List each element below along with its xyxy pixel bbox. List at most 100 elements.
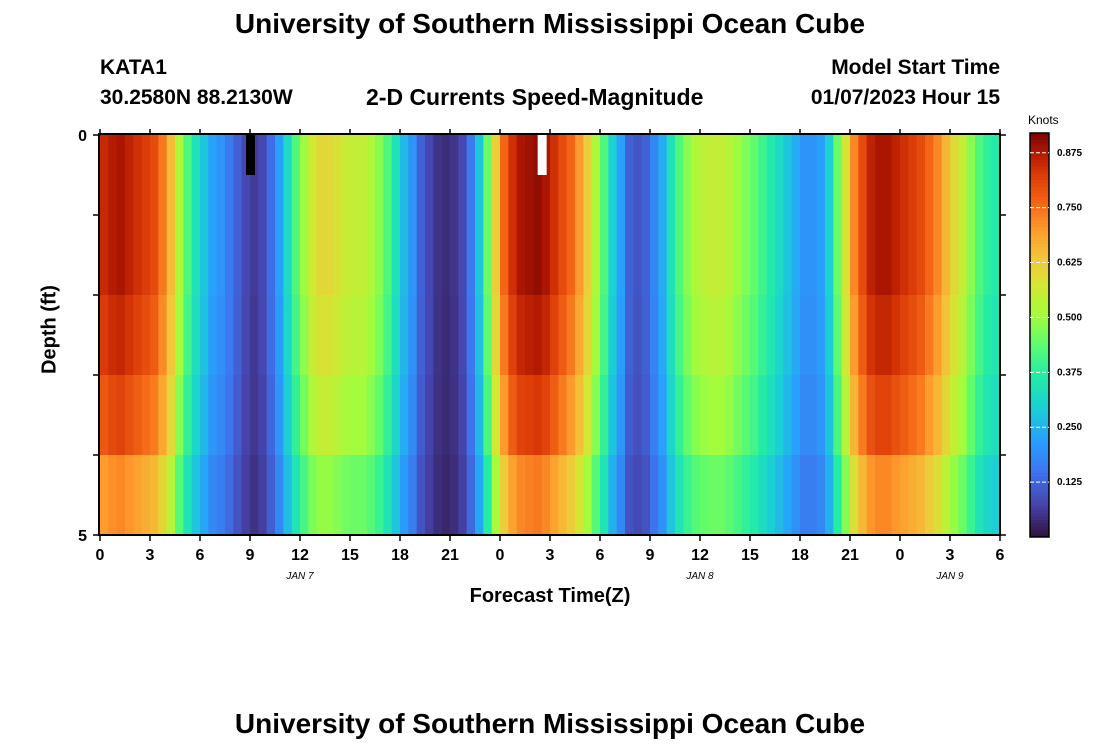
x-tick-label: 12: [291, 547, 309, 564]
colorbar-segment: [1030, 328, 1049, 333]
heatmap-cell: [741, 135, 751, 216]
heatmap-cell: [333, 455, 343, 536]
colorbar-segment: [1030, 456, 1049, 461]
colorbar-segment: [1030, 412, 1049, 417]
colorbar-segment: [1030, 250, 1049, 255]
heatmap-cell: [175, 215, 184, 296]
heatmap-cell: [966, 455, 976, 536]
y-tick-label: 0: [78, 128, 87, 145]
colorbar-segment: [1030, 186, 1049, 191]
heatmap-cell: [575, 375, 584, 456]
x-tick-label: 6: [596, 547, 605, 564]
heatmap-cell: [125, 295, 134, 376]
heatmap-cell: [458, 295, 468, 376]
colorbar-segment: [1030, 513, 1049, 518]
heatmap-cell: [775, 375, 784, 456]
heatmap-cell: [316, 135, 326, 216]
heatmap-cell: [316, 375, 326, 456]
colorbar-segment: [1030, 203, 1049, 208]
heatmap-cell: [141, 455, 151, 536]
heatmap-cell: [133, 215, 143, 296]
heatmap-cell: [275, 215, 284, 296]
heatmap-cell: [675, 375, 684, 456]
heatmap-cell: [358, 135, 368, 216]
heatmap-cell: [308, 215, 318, 296]
heatmap-cell: [100, 135, 109, 216]
heatmap-cell: [641, 215, 651, 296]
heatmap-cell: [491, 455, 501, 536]
heatmap-cell: [816, 215, 826, 296]
heatmap-cell: [208, 215, 218, 296]
heatmap-cell: [841, 455, 851, 536]
heatmap-cell: [625, 375, 634, 456]
heatmap-cell: [508, 215, 518, 296]
colorbar-segment: [1030, 143, 1049, 147]
colorbar-segment: [1030, 489, 1049, 494]
heatmap-cell: [950, 455, 959, 536]
heatmap-cell: [125, 375, 134, 456]
heatmap-cell: [941, 375, 951, 456]
heatmap-cell: [450, 375, 459, 456]
heatmap-cell: [408, 135, 418, 216]
heatmap-cell: [150, 295, 159, 376]
heatmap-cell: [808, 295, 818, 376]
colorbar-segment: [1030, 240, 1049, 245]
heatmap-cell: [733, 295, 743, 376]
heatmap-cell: [991, 455, 1001, 536]
heatmap-cell: [308, 295, 318, 376]
colorbar-tick-label: 0.125: [1057, 477, 1082, 488]
heatmap-cell: [183, 375, 193, 456]
colorbar-segment: [1030, 153, 1049, 158]
colorbar-segment: [1030, 213, 1049, 218]
heatmap-cell: [416, 215, 426, 296]
heatmap-cell: [108, 135, 118, 216]
heatmap-cell: [100, 295, 109, 376]
colorbar-segment: [1030, 291, 1049, 296]
heatmap-cell: [158, 375, 168, 456]
heatmap-cell: [516, 135, 526, 216]
heatmap-cell: [400, 215, 409, 296]
heatmap-cell: [741, 375, 751, 456]
heatmap-cell: [975, 455, 984, 536]
heatmap-cell: [550, 455, 559, 536]
colorbar-segment: [1030, 351, 1049, 356]
heatmap-cell: [533, 215, 543, 296]
heatmap-cell: [708, 135, 718, 216]
heatmap-cell: [600, 215, 609, 296]
heatmap-cell: [741, 455, 751, 536]
heatmap-cell: [383, 215, 393, 296]
heatmap-cell: [791, 215, 801, 296]
heatmap-cell: [683, 375, 693, 456]
heatmap-cell: [300, 135, 309, 216]
heatmap-cell: [425, 135, 434, 216]
heatmap-cell: [183, 135, 193, 216]
colorbar-segment: [1030, 166, 1049, 171]
colorbar-segment: [1030, 436, 1049, 440]
heatmap-cell: [608, 215, 618, 296]
heatmap-cell: [666, 295, 676, 376]
heatmap-cell: [941, 295, 951, 376]
heatmap-cell: [575, 295, 584, 376]
heatmap-cell: [766, 375, 776, 456]
colorbar-segment: [1030, 190, 1049, 195]
heatmap-cell: [500, 295, 509, 376]
heatmap-cell: [450, 135, 459, 216]
heatmap-cell: [950, 215, 959, 296]
heatmap-cell: [558, 455, 568, 536]
heatmap-cell: [608, 135, 618, 216]
colorbar-segment: [1030, 365, 1049, 370]
colorbar-segment: [1030, 210, 1049, 215]
heatmap-cell: [266, 295, 276, 376]
heatmap-cell: [483, 375, 493, 456]
heatmap-cell: [633, 375, 643, 456]
heatmap-cell: [308, 135, 318, 216]
heatmap-cell: [708, 455, 718, 536]
colorbar-segment: [1030, 223, 1049, 228]
heatmap-cell: [575, 135, 584, 216]
heatmap-cell: [575, 215, 584, 296]
heatmap-cell: [225, 455, 234, 536]
heatmap-cell: [458, 455, 468, 536]
date-label: JAN 9: [935, 571, 964, 582]
heatmap-cell: [191, 135, 201, 216]
colorbar-segment: [1030, 136, 1049, 141]
